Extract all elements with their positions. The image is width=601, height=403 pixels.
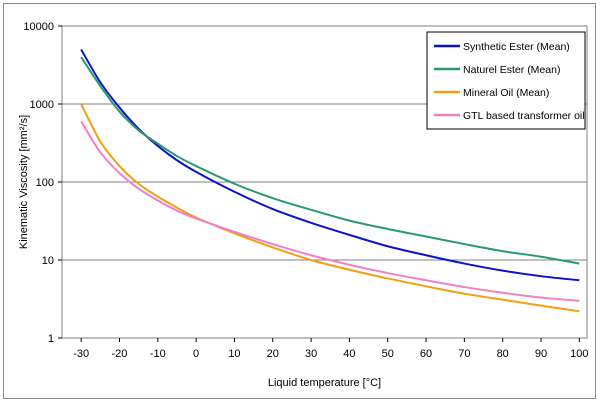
x-axis-title: Liquid temperature [°C] <box>268 377 381 389</box>
x-tick-label-8: 50 <box>382 348 394 360</box>
y-tick-label-4: 10000 <box>23 21 54 33</box>
legend: Synthetic Ester (Mean) Naturel Ester (Mea… <box>426 31 586 130</box>
x-tick-label-7: 40 <box>343 348 355 360</box>
series-line-1 <box>80 56 580 265</box>
x-tick-label-13: 100 <box>570 348 588 360</box>
series-line-3 <box>80 120 580 302</box>
y-axis-title: Kinematic Viscosity [mm²/s] <box>18 115 30 249</box>
x-tick-label-2: -10 <box>150 348 166 360</box>
series-lines <box>80 48 580 313</box>
x-tick-label-9: 60 <box>420 348 432 360</box>
y-tick-label-0: 1 <box>48 333 54 345</box>
legend-label-3: GTL based transformer oil <box>463 110 585 122</box>
y-tick-label-1: 10 <box>42 255 54 267</box>
legend-label-2: Mineral Oil (Mean) <box>463 87 549 99</box>
x-tick-label-12: 90 <box>535 348 547 360</box>
x-tick-label-3: 0 <box>193 348 199 360</box>
legend-label-0: Synthetic Ester (Mean) <box>463 41 570 53</box>
legend-box <box>426 31 586 130</box>
axes: 1 10 100 1000 10000 -30 -20 -10 0 10 20 30 40 50 60 70 8… <box>23 21 588 360</box>
legend-label-1: Naturel Ester (Mean) <box>463 64 560 76</box>
x-tick-label-4: 10 <box>228 348 240 360</box>
x-tick-label-11: 80 <box>497 348 509 360</box>
x-tick-label-0: -30 <box>73 348 89 360</box>
y-tick-label-2: 100 <box>36 177 54 189</box>
x-tick-label-6: 30 <box>305 348 317 360</box>
y-tick-label-3: 1000 <box>30 99 54 111</box>
series-line-0 <box>80 48 580 282</box>
x-tick-label-5: 20 <box>267 348 279 360</box>
x-tick-label-1: -20 <box>112 348 128 360</box>
x-tick-label-10: 70 <box>458 348 470 360</box>
series-line-2 <box>80 103 580 313</box>
